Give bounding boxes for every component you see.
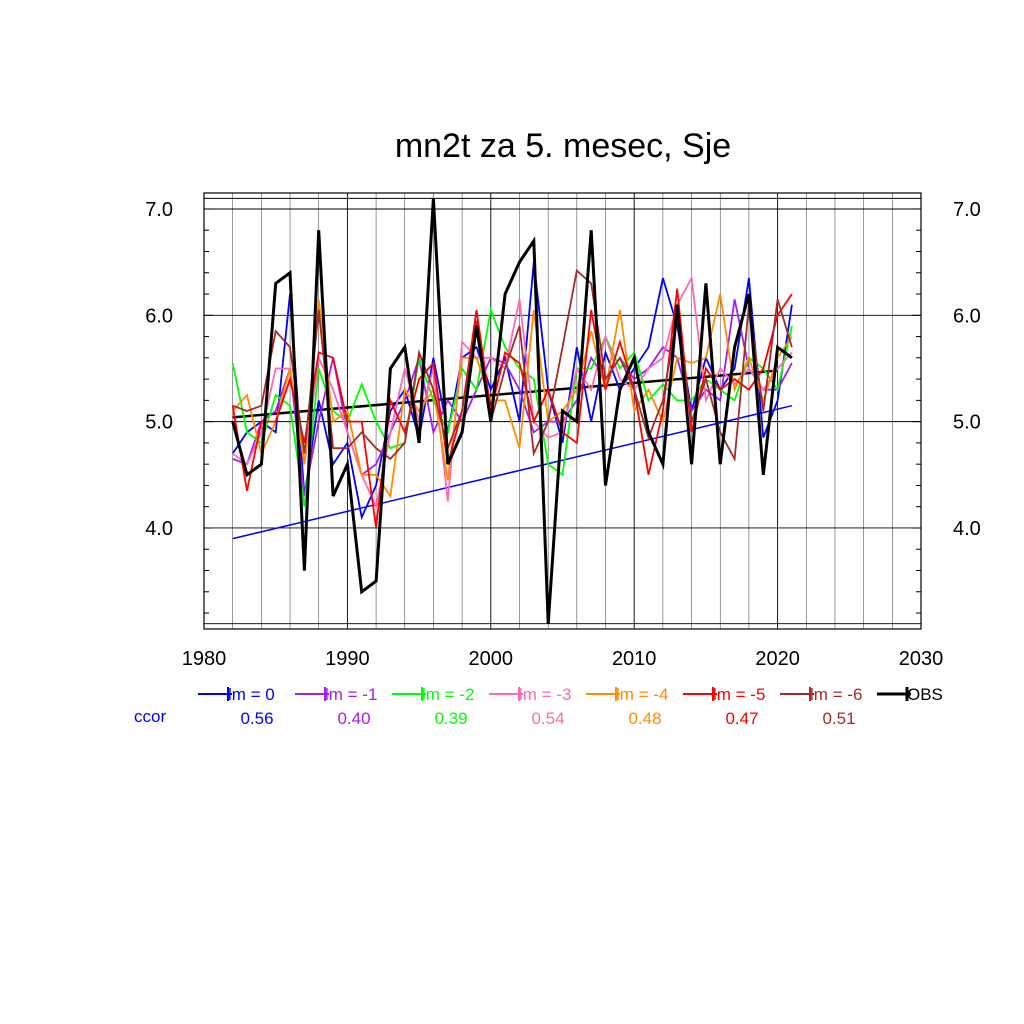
legend: lm = 0 0.56 lm = -1 0.40 lm = -2 0.39 lm = -3 0…	[134, 685, 943, 728]
plot-frame	[203, 192, 922, 630]
x-tick-label: 2030	[899, 648, 944, 670]
legend-label: lm = -4	[616, 685, 668, 704]
legend-corr-value: 0.48	[628, 709, 661, 728]
legend-label: OBS	[907, 685, 943, 704]
legend-corr-value: 0.39	[434, 709, 467, 728]
x-tick-label: 1990	[325, 648, 370, 670]
series-line-obs	[231, 198, 793, 624]
y-tick-label-left: 7.0	[145, 199, 173, 221]
legend-corr-value: 0.51	[822, 709, 855, 728]
x-tick-label: 2000	[469, 648, 514, 670]
y-tick-label-left: 4.0	[145, 518, 173, 540]
legend-label: lm = -2	[422, 685, 474, 704]
axis-ticks	[204, 208, 921, 614]
legend-corr-value: 0.40	[337, 709, 370, 728]
chart-title: mn2t za 5. mesec, Sje	[395, 127, 731, 165]
y-tick-label-left: 6.0	[145, 305, 173, 327]
legend-corr-value: 0.47	[725, 709, 758, 728]
trend-line	[232, 404, 793, 540]
x-tick-label: 1980	[182, 648, 227, 670]
legend-corr-value: 0.54	[531, 709, 564, 728]
x-tick-label: 2020	[755, 648, 800, 670]
legend-label: lm = -1	[325, 685, 377, 704]
reference-lines	[204, 197, 921, 210]
series-lines	[231, 198, 793, 624]
legend-label: lm = -5	[713, 685, 765, 704]
legend-label: lm = -6	[810, 685, 862, 704]
y-tick-label-left: 5.0	[145, 412, 173, 434]
legend-corr-value: 0.56	[240, 709, 273, 728]
legend-label: lm = -3	[519, 685, 571, 704]
y-tick-label-right: 4.0	[953, 518, 981, 540]
y-tick-label-right: 6.0	[953, 305, 981, 327]
corr-label: ccor	[134, 707, 166, 726]
x-tick-label: 2010	[612, 648, 657, 670]
legend-label: lm = 0	[228, 685, 275, 704]
y-tick-label-right: 5.0	[953, 412, 981, 434]
tick-labels: 1980 1990 2000 2010 2020 2030 4.0 4.0 5.0 5.0 6.0 6…	[145, 199, 981, 670]
y-tick-label-right: 7.0	[953, 199, 981, 221]
